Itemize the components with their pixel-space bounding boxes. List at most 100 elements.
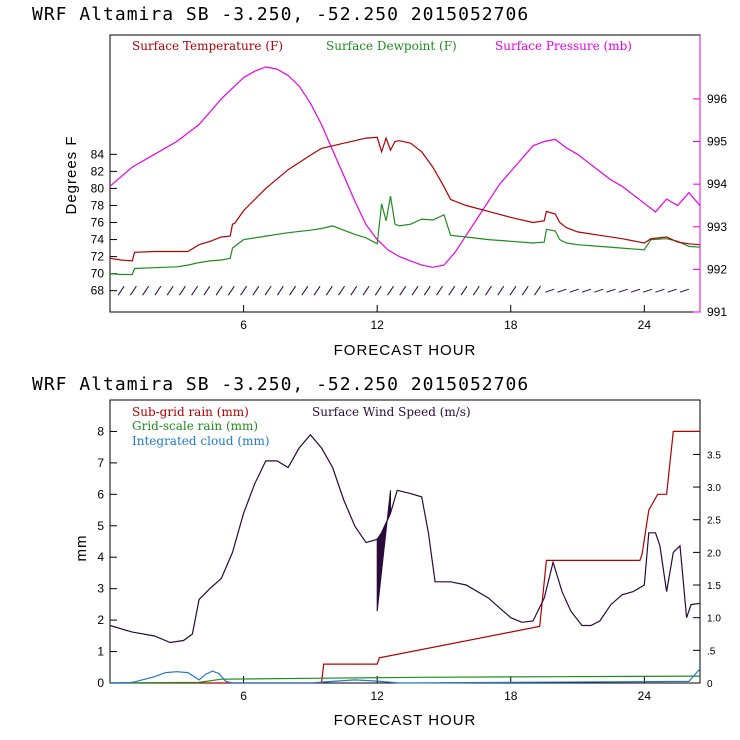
- bottom-ylabel: mm: [73, 535, 90, 562]
- wind-barb: [154, 285, 162, 296]
- wind-barb: [594, 288, 604, 293]
- wind-barb: [325, 285, 333, 296]
- wind-barb: [581, 288, 592, 293]
- wind-barb: [448, 285, 456, 296]
- wind-barb: [142, 285, 150, 296]
- wind-barb: [276, 285, 284, 296]
- wind-barb: [264, 285, 272, 296]
- wind-barb: [472, 285, 480, 296]
- top-ytick-label: 72: [91, 250, 105, 264]
- top-y2tick-label: 991: [707, 305, 727, 319]
- wind-barb: [240, 285, 248, 296]
- wind-barbs: [117, 285, 690, 296]
- top-ytick-label: 82: [91, 164, 105, 178]
- top-xtick-label: 12: [370, 318, 384, 332]
- top-chart-title: WRF Altamira SB -3.250, -52.250 20150527…: [32, 4, 529, 25]
- top-y2tick-label: 996: [707, 92, 727, 106]
- top-ytick-label: 78: [91, 198, 105, 212]
- wind-barb: [129, 285, 137, 296]
- bottom-y2tick-label: 0: [707, 679, 713, 690]
- wind-barb: [569, 288, 579, 293]
- bottom-ytick-label: 8: [97, 424, 104, 438]
- wind-barb: [545, 288, 555, 293]
- legend-dewpoint: Surface Dewpoint (F): [326, 39, 457, 53]
- wind-barb: [178, 285, 186, 296]
- bottom-ytick-label: 0: [97, 676, 104, 690]
- wind-barb: [557, 288, 567, 293]
- top-y2tick-label: 992: [707, 262, 727, 276]
- top-ytick-label: 68: [91, 284, 105, 298]
- top-xtick-label: 6: [240, 318, 247, 332]
- bottom-ytick-label: 1: [97, 645, 104, 659]
- bottom-y2tick-label: 3.5: [707, 450, 721, 461]
- wind-barb: [679, 288, 690, 293]
- bottom-ytick-label: 6: [97, 487, 104, 501]
- bottom-ytick-label: 5: [97, 519, 104, 533]
- bottom-xtick-label: 12: [370, 689, 384, 703]
- pressure-line: [109, 66, 701, 268]
- wind-barb: [227, 285, 235, 296]
- wind-barb: [643, 288, 653, 293]
- top-y2tick-label: 993: [707, 220, 727, 234]
- wind-barb: [362, 285, 370, 296]
- wind-barb: [460, 285, 468, 296]
- wind-barb: [534, 285, 541, 296]
- wind-barb: [399, 285, 407, 296]
- bottom-y2tick-label: .5: [707, 646, 716, 657]
- dewpoint-line: [109, 195, 701, 276]
- wind-barb: [667, 288, 677, 293]
- wind-speed-line: [109, 433, 701, 644]
- wind-barb: [203, 285, 211, 296]
- bottom-ytick-label: 3: [97, 582, 104, 596]
- top-xlabel: FORECAST HOUR: [334, 342, 477, 359]
- bottom-xtick-label: 6: [240, 689, 247, 703]
- bottom-chart-title: WRF Altamira SB -3.250, -52.250 20150527…: [32, 374, 529, 395]
- wind-barb: [301, 285, 309, 296]
- top-ylabel: Degrees F: [63, 135, 80, 214]
- legend-subgrid-rain: Sub-grid rain (mm): [132, 405, 249, 419]
- wind-barb: [606, 288, 616, 293]
- wind-barb: [411, 285, 419, 296]
- wind-barb: [423, 285, 431, 296]
- bottom-ytick-label: 7: [97, 456, 104, 470]
- bottom-y2tick-label: 2.0: [707, 548, 721, 559]
- wind-speed-spike: [376, 490, 391, 612]
- wind-barb: [655, 288, 665, 293]
- wind-barb: [313, 285, 321, 296]
- top-ytick-label: 84: [91, 147, 105, 161]
- top-y2tick-label: 994: [707, 177, 727, 191]
- temperature-line: [109, 136, 701, 262]
- wind-barb: [521, 285, 529, 296]
- bottom-xtick-label: 24: [638, 689, 652, 703]
- legend-integrated-cloud: Integrated cloud (mm): [132, 434, 270, 448]
- legend-temperature: Surface Temperature (F): [132, 39, 283, 53]
- wind-barb: [350, 285, 358, 296]
- wind-barb: [166, 285, 174, 296]
- wind-barb: [436, 285, 443, 296]
- legend-pressure: Surface Pressure (mb): [495, 39, 632, 53]
- integrated-cloud-line: [109, 668, 701, 684]
- wind-barb: [387, 285, 394, 296]
- wind-barb: [338, 285, 345, 296]
- bottom-ytick-label: 4: [97, 550, 104, 564]
- top-ytick-label: 76: [91, 216, 105, 230]
- wind-barb: [485, 285, 492, 296]
- top-ytick-label: 70: [91, 267, 105, 281]
- wind-barb: [374, 285, 382, 296]
- wind-barb: [191, 285, 199, 296]
- bottom-xtick-label: 18: [504, 689, 518, 703]
- wind-barb: [630, 288, 641, 293]
- top-plot-frame: [109, 34, 701, 313]
- top-y2tick-label: 995: [707, 135, 727, 149]
- subgrid-rain-line: [110, 430, 700, 684]
- wind-barb: [252, 285, 260, 296]
- top-xtick-label: 18: [504, 318, 518, 332]
- wind-barb: [618, 288, 628, 293]
- top-ytick-label: 80: [91, 181, 105, 195]
- gridscale-rain-line: [109, 675, 701, 684]
- bottom-ytick-label: 2: [97, 613, 104, 627]
- bottom-y2tick-label: 1.0: [707, 614, 721, 625]
- wind-barb: [117, 285, 125, 296]
- wind-barb: [497, 285, 505, 296]
